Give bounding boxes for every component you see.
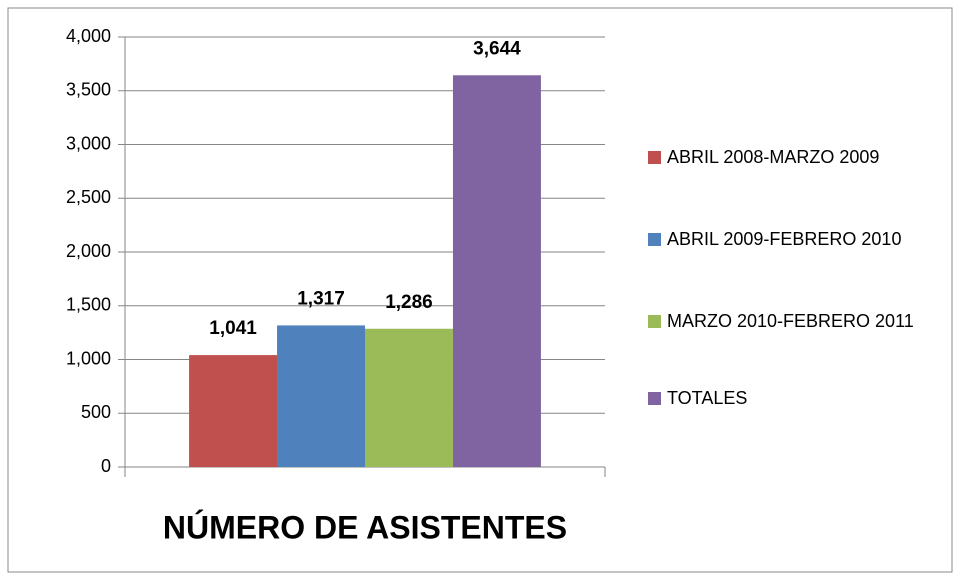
- legend-swatch: [648, 315, 661, 328]
- bar: [452, 75, 541, 468]
- data-label: 1,317: [297, 288, 345, 309]
- legend-swatch: [648, 151, 661, 164]
- legend-label: MARZO 2010-FEBRERO 2011: [667, 311, 914, 331]
- data-label: 3,644: [473, 38, 521, 59]
- y-tick-label: 2,500: [66, 187, 111, 207]
- bar: [277, 325, 365, 467]
- y-tick-label: 1,000: [66, 348, 111, 368]
- data-label: 1,286: [385, 292, 433, 313]
- y-tick-label: 4,000: [66, 26, 111, 46]
- bar: [189, 355, 278, 467]
- y-tick-label: 500: [81, 402, 111, 422]
- legend-swatch: [648, 233, 661, 246]
- legend-swatch: [648, 392, 661, 405]
- legend-item: ABRIL 2009-FEBRERO 2010: [648, 224, 948, 254]
- data-label: 1,041: [209, 318, 257, 339]
- y-tick-label: 3,500: [66, 80, 111, 100]
- legend-item: MARZO 2010-FEBRERO 2011: [648, 306, 948, 336]
- bar: [365, 328, 453, 467]
- legend-label: ABRIL 2008-MARZO 2009: [667, 147, 880, 167]
- y-tick-label: 1,500: [66, 295, 111, 315]
- x-tick-label: NÚMERO DE ASISTENTES: [163, 509, 567, 545]
- y-tick-label: 2,000: [66, 241, 111, 261]
- legend-label: ABRIL 2009-FEBRERO 2010: [667, 229, 902, 249]
- y-tick-label: 3,000: [66, 133, 111, 153]
- legend-label: TOTALES: [667, 388, 748, 408]
- legend-item: TOTALES: [648, 383, 948, 413]
- legend-item: ABRIL 2008-MARZO 2009: [648, 142, 948, 172]
- y-tick-label: 0: [101, 456, 111, 476]
